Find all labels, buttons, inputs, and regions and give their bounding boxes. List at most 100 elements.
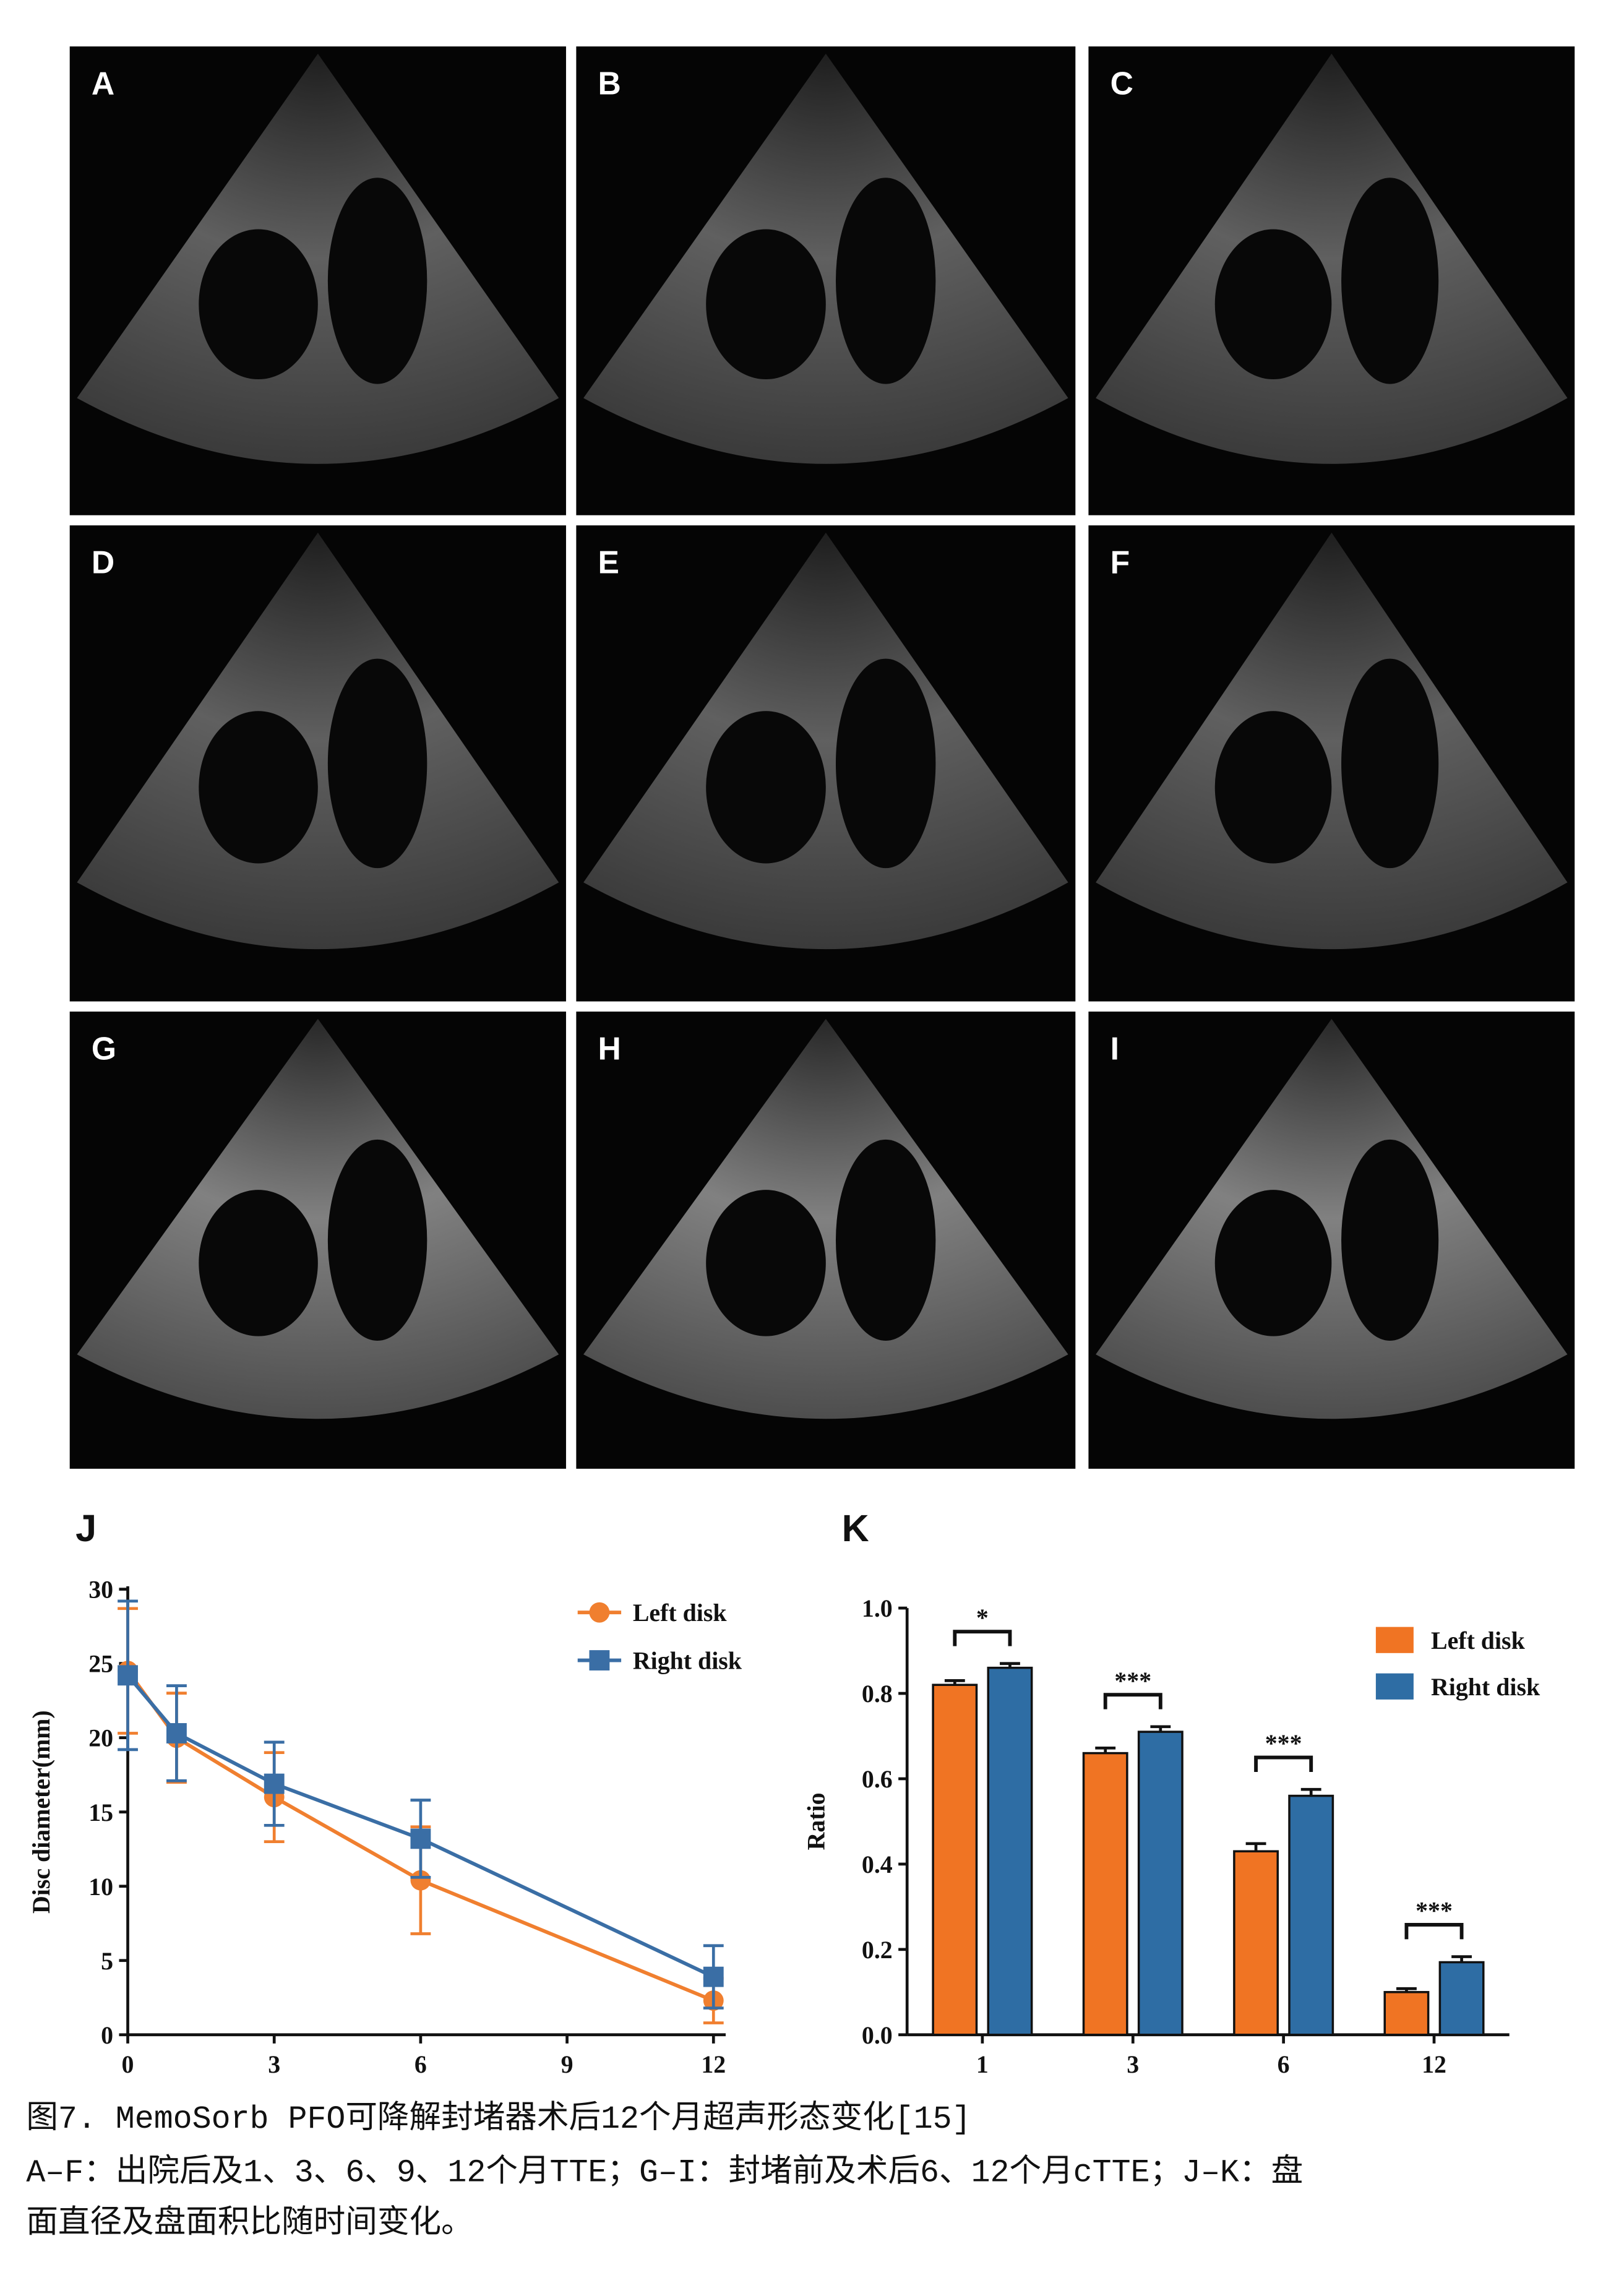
cardiac-chamber: [1341, 658, 1439, 869]
echo-sector: [583, 1018, 1068, 1419]
x-tick-label: 3: [1127, 2050, 1139, 2078]
ultrasound-image: D: [69, 525, 566, 1002]
cardiac-chamber: [706, 229, 826, 380]
bar: [1082, 1752, 1128, 2036]
ultrasound-image: E: [576, 525, 1076, 1002]
error-bar: [1451, 1955, 1472, 1963]
y-tick-label: 20: [88, 1724, 113, 1752]
cardiac-chamber: [1214, 229, 1332, 380]
bar: [932, 1683, 978, 2036]
y-tick-label: 1.0: [862, 1594, 893, 1622]
echo-sector: [583, 53, 1068, 464]
cardiac-chamber: [835, 1139, 936, 1341]
bar: [1137, 1731, 1184, 2036]
y-tick-label: 30: [88, 1576, 113, 1604]
x-tick-label: 9: [561, 2050, 574, 2078]
significance-label: ***: [1416, 1897, 1453, 1925]
cardiac-chamber: [327, 658, 427, 869]
bar: [1288, 1794, 1334, 2036]
legend-swatch: [1375, 1627, 1414, 1653]
legend-label: Left disk: [633, 1599, 728, 1627]
cardiac-chamber: [199, 229, 318, 380]
cardiac-chamber: [835, 178, 936, 384]
error-bar: [1150, 1725, 1171, 1732]
cardiac-chamber: [1214, 711, 1332, 864]
ultrasound-image: F: [1088, 525, 1575, 1002]
cardiac-chamber: [835, 658, 936, 869]
x-tick-label: 6: [1278, 2050, 1290, 2078]
legend-marker: [589, 1602, 610, 1623]
legend-label: Right disk: [633, 1647, 742, 1675]
y-tick-label: 5: [101, 1947, 113, 1975]
y-tick-label: 0: [101, 2021, 113, 2049]
significance-label: *: [976, 1604, 989, 1632]
error-bar: [944, 1679, 965, 1685]
chart-title: K: [842, 1507, 869, 1549]
point: [264, 1773, 285, 1794]
echo-sector: [77, 1018, 559, 1419]
caption-line: A–F：出院后及1、3、6、9、12个月TTE；G–I：封堵前及术后6、12个月…: [26, 2154, 1303, 2191]
y-axis-label: Disc diameter(mm): [27, 1710, 55, 1914]
ultrasound-image: G: [69, 1011, 566, 1469]
significance-bracket: [953, 1630, 1012, 1646]
ultrasound-image: A: [69, 46, 566, 515]
cardiac-chamber: [327, 178, 427, 384]
significance-bracket: [1254, 1755, 1313, 1773]
cardiac-chamber: [327, 1139, 427, 1341]
significance-label: ***: [1114, 1667, 1151, 1695]
panel-label: A: [92, 65, 114, 101]
panel-label: B: [598, 65, 621, 101]
y-tick-label: 25: [88, 1650, 113, 1678]
y-tick-label: 0.4: [862, 1851, 893, 1878]
x-tick-label: 12: [701, 2050, 726, 2078]
legend-label: Right disk: [1431, 1673, 1540, 1701]
point: [166, 1723, 187, 1743]
cardiac-chamber: [1341, 178, 1439, 384]
caption-line: 面直径及盘面积比随时间变化。: [26, 2205, 473, 2242]
ultrasound-image: I: [1088, 1011, 1575, 1469]
panel-label: I: [1111, 1030, 1119, 1066]
y-tick-label: 0.0: [862, 2021, 893, 2049]
legend-swatch: [1375, 1673, 1414, 1700]
cardiac-chamber: [706, 1190, 826, 1336]
bar: [1233, 1850, 1279, 2036]
point: [410, 1828, 431, 1849]
bar: [1383, 1991, 1430, 2036]
significance-bracket: [1404, 1923, 1464, 1940]
error-bar: [1245, 1842, 1266, 1852]
panel-label: F: [1111, 544, 1130, 580]
bar: [987, 1666, 1033, 2036]
ultrasound-image: B: [576, 46, 1076, 515]
x-tick-label: 12: [1422, 2050, 1446, 2078]
point: [410, 1870, 431, 1891]
error-bar: [1396, 1987, 1417, 1992]
legend-marker: [589, 1650, 610, 1670]
echo-sector: [1096, 1018, 1568, 1419]
panel-label: E: [598, 544, 619, 580]
panel-label: D: [92, 544, 114, 580]
x-tick-label: 6: [415, 2050, 427, 2078]
point: [118, 1665, 138, 1686]
y-tick-label: 0.6: [862, 1765, 893, 1793]
panel-label: G: [92, 1030, 116, 1066]
point: [703, 1966, 724, 1987]
cardiac-chamber: [706, 711, 826, 864]
caption-title: 图7. MemoSorb PFO可降解封堵器术后12个月超声形态变化[15]: [26, 2100, 971, 2138]
y-axis-label: Ratio: [802, 1792, 830, 1850]
echo-sector: [583, 532, 1068, 950]
ultrasound-image: H: [576, 1011, 1076, 1469]
echo-sector: [1096, 532, 1568, 950]
bar: [1438, 1961, 1485, 2036]
echo-sector: [1096, 53, 1568, 464]
legend-label: Left disk: [1431, 1627, 1526, 1654]
error-bar: [1095, 1746, 1116, 1753]
significance-label: ***: [1265, 1729, 1302, 1757]
cardiac-chamber: [1341, 1139, 1439, 1341]
significance-bracket: [1103, 1693, 1162, 1709]
x-tick-label: 1: [976, 2050, 989, 2078]
y-tick-label: 15: [88, 1799, 113, 1826]
chart-title: J: [75, 1507, 97, 1549]
x-tick-label: 3: [268, 2050, 280, 2078]
error-bar: [1300, 1787, 1321, 1796]
